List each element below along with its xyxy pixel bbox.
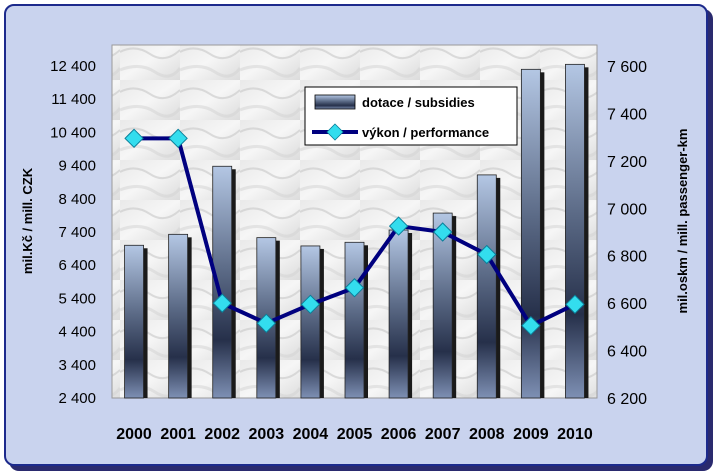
performance-marker [168,128,188,149]
y2-tick-label: 6 200 [607,391,647,408]
performance-marker [565,294,585,315]
legend-bar-label: dotace / subsidies [362,95,475,110]
x-axis-ticks: 2000 2001 2002 2003 2004 2005 2006 2007 2008 2009… [116,426,593,443]
y2-tick-label: 6 800 [607,249,647,266]
y2-tick-label: 6 600 [607,296,647,313]
x-tick-label: 2005 [337,426,373,443]
y2-axis-ticks: 6 200 6 400 6 600 6 800 7 000 7 200 7 400 7 600 [607,59,647,408]
performance-marker [124,128,144,149]
y2-tick-label: 6 400 [607,344,647,361]
legend-line-label: výkon / performance [362,125,489,140]
x-tick-label: 2002 [204,426,240,443]
performance-marker [212,293,232,313]
y-tick-label: 9 400 [58,158,96,175]
performance-marker [300,294,321,315]
y-tick-label: 8 400 [58,191,96,208]
bar [168,233,189,399]
y-tick-label: 12 400 [50,58,96,75]
y-tick-label: 4 400 [58,324,96,341]
bar [476,174,497,399]
y-tick-label: 2 400 [58,390,96,407]
performance-marker [388,216,409,236]
legend-bar-swatch [314,94,356,110]
bar [344,241,365,399]
y-axis-title: mil.Kč / mill. CZK [20,167,35,274]
bar [565,63,585,399]
x-tick-label: 2007 [425,426,461,443]
bar [520,68,541,399]
y2-tick-label: 7 600 [607,59,647,76]
y2-tick-label: 7 000 [607,201,647,218]
performance-marker [477,244,497,265]
y2-tick-label: 7 400 [607,106,647,123]
y-tick-label: 10 400 [50,124,96,141]
legend-line-marker [326,123,344,141]
performance-marker [256,313,277,334]
performance-marker [521,315,541,336]
y2-axis-title: mil.oskm / mill. passenger-km [675,129,690,314]
x-tick-label: 2003 [249,426,285,443]
x-tick-label: 2010 [557,426,593,443]
bar [432,212,453,399]
legend: dotace / subsidies výkon / performance [304,86,518,146]
x-tick-label: 2001 [160,426,196,443]
x-tick-label: 2006 [381,426,417,443]
line-series [124,128,585,336]
y2-tick-label: 7 200 [607,154,647,171]
bar [300,245,321,399]
x-tick-label: 2000 [116,426,152,443]
performance-marker [432,222,453,242]
y-tick-label: 5 400 [58,290,96,307]
y-tick-label: 3 400 [58,357,96,374]
y-tick-label: 11 400 [51,91,96,108]
x-tick-label: 2008 [469,426,505,443]
y-tick-label: 6 400 [58,257,96,274]
performance-marker [344,278,365,298]
bar [212,165,233,399]
y-axis-ticks: 2 400 3 400 4 400 5 400 6 400 7 400 8 400 9 400… [50,58,96,407]
y-tick-label: 7 400 [58,224,96,241]
bar [124,244,144,399]
x-tick-label: 2009 [513,426,549,443]
bar [388,229,409,399]
x-tick-label: 2004 [293,426,329,443]
